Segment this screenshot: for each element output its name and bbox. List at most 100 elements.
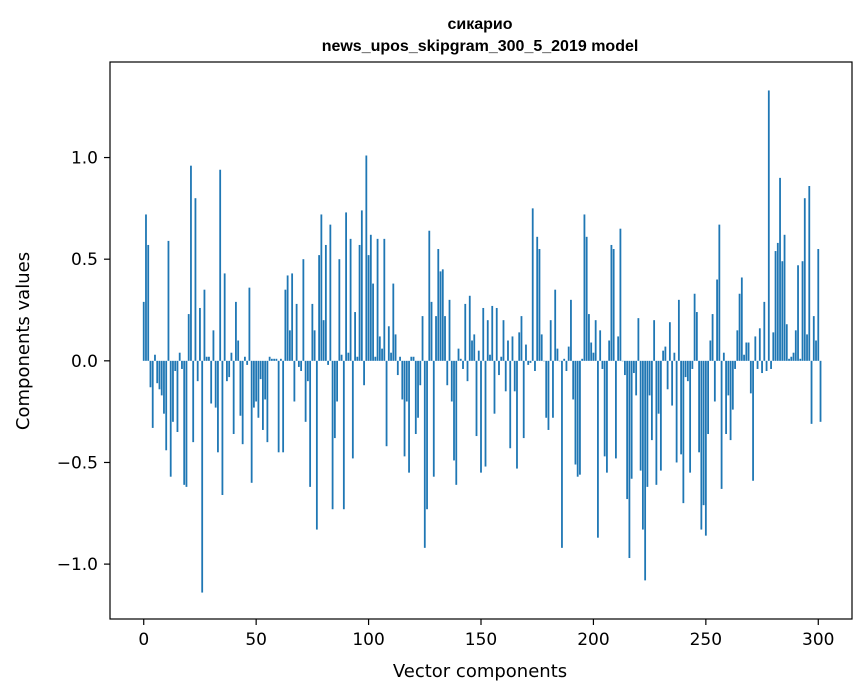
bar-291 [797,265,799,361]
bar-31 [212,330,215,361]
bar-120 [412,356,415,361]
bar-138 [453,360,455,461]
bar-66 [291,273,294,361]
bar-94 [354,312,356,361]
bar-259 [725,360,727,435]
bar-242 [686,360,689,382]
bar-29 [208,356,210,361]
bar-156 [493,360,496,414]
bar-65 [288,330,291,361]
bar-229 [657,360,660,414]
bar-148 [475,360,478,437]
bar-284 [781,261,784,361]
bar-206 [606,360,608,473]
bar-184 [556,348,559,361]
bar-174 [534,360,536,371]
bar-54 [264,360,267,400]
bar-38 [228,360,231,378]
bar-88 [340,354,343,361]
bar-280 [772,332,775,361]
bar-35 [221,360,224,495]
bar-41 [235,301,237,361]
bar-237 [675,360,678,463]
bar-15 [176,360,179,432]
bar-272 [754,336,757,361]
bar-10 [165,360,168,451]
bar-137 [450,360,453,402]
bar-243 [689,360,692,473]
bar-144 [466,360,469,382]
bar-290 [794,330,797,361]
bar-249 [702,360,705,506]
bar-97 [360,210,363,361]
bar-216 [628,360,631,559]
bar-167 [518,332,521,361]
bar-160 [502,320,505,361]
bar-27 [203,289,206,361]
bar-103 [374,356,377,361]
bar-19 [185,360,188,487]
bar-193 [576,360,579,477]
bar-28 [205,356,208,361]
bar-68 [295,303,298,361]
bar-221 [639,360,642,471]
bar-64 [286,275,289,361]
bar-248 [700,360,703,530]
bar-13 [172,360,174,422]
y-axis-ticks: −1.0 −0.5 0.0 0.5 1.0 [57,149,110,575]
bar-192 [574,360,577,465]
bar-198 [588,314,590,361]
bar-211 [617,336,620,361]
bar-112 [394,334,397,361]
bar-82 [327,360,329,365]
bar-3 [149,360,152,388]
bar-165 [513,360,516,392]
bar-278 [767,90,770,361]
bar-136 [448,299,451,361]
bar-110 [390,352,392,361]
bar-126 [426,360,428,510]
bar-208 [610,244,613,361]
bar-295 [806,334,808,361]
bar-57 [270,358,273,361]
bar-130 [435,316,437,361]
bar-265 [738,293,741,361]
bar-77 [315,360,318,530]
bar-72 [304,360,307,422]
bar-12 [169,360,172,477]
bar-293 [801,261,804,361]
bar-129 [432,360,435,477]
bar-277 [765,360,768,371]
bar-257 [720,360,723,489]
bar-275 [761,360,763,374]
bar-11 [167,240,170,361]
bar-132 [439,271,442,361]
bar-169 [522,360,525,439]
bar-282 [776,242,779,361]
chart-title: сикарио [447,16,512,33]
bar-124 [421,316,424,361]
bar-202 [597,360,599,538]
bar-281 [774,251,777,361]
bar-170 [525,344,527,361]
bar-135 [446,360,449,386]
bar-270 [749,360,752,394]
y-tick-label: −0.5 [57,453,98,473]
bar-252 [709,340,712,361]
bar-9 [163,360,165,414]
bar-30 [210,360,213,404]
bar-107 [383,238,386,361]
bar-63 [284,289,287,361]
bar-67 [293,360,296,402]
bar-37 [226,360,228,382]
bar-62 [282,360,285,453]
bar-168 [520,316,523,361]
bar-98 [363,360,365,386]
bar-260 [727,360,730,396]
bar-49 [253,360,255,408]
bar-53 [262,360,264,430]
bar-78 [318,255,321,361]
bar-93 [351,360,354,459]
bar-256 [718,224,721,361]
bar-301 [819,360,822,422]
